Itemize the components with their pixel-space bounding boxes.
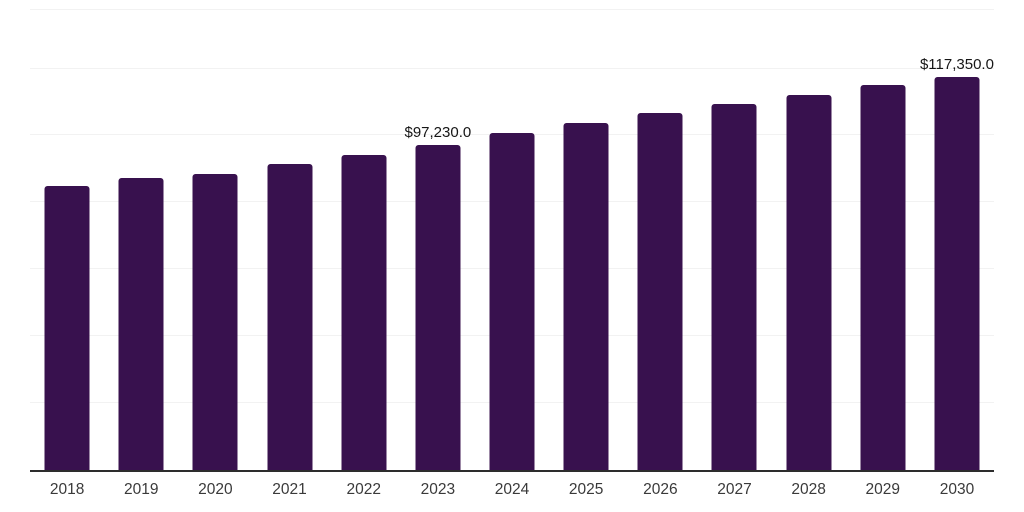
bar-column	[623, 10, 697, 470]
x-tick-label-2019: 2019	[123, 481, 159, 498]
data-label-2030: $117,350.0	[919, 56, 994, 74]
bar-column	[549, 10, 623, 470]
x-tick-label-2023: 2023	[420, 481, 456, 498]
bar-2030	[934, 77, 980, 470]
bar-column	[327, 10, 401, 470]
x-tick-label-2025: 2025	[568, 481, 604, 498]
bar-2027	[711, 103, 757, 470]
x-axis-labels: 2018 2019 2020 2021 2022 2023 2024 2025 2026 2027…	[30, 481, 994, 499]
x-tick-label-2022: 2022	[346, 481, 381, 498]
gridline	[30, 67, 994, 69]
x-tick-label-2020: 2020	[198, 481, 233, 498]
bar-column	[697, 10, 771, 470]
bar-2025	[563, 123, 609, 470]
bar-2024	[489, 133, 535, 470]
x-tick-label-2027: 2027	[717, 481, 752, 498]
bar-column: $117,350.0	[920, 10, 994, 470]
bar-2021	[267, 164, 313, 470]
bar-2018	[44, 185, 90, 470]
bar-column: $97,230.0	[401, 10, 475, 470]
bar-2019	[118, 178, 164, 470]
bar-2023	[415, 144, 461, 470]
bar-2028	[786, 94, 832, 470]
x-tick-label-2026: 2026	[643, 481, 678, 498]
x-tick-label-2030: 2030	[939, 481, 975, 498]
bar-column	[772, 10, 846, 470]
plot-area: $97,230.0 $117,350.0	[30, 9, 994, 472]
bar-column	[846, 10, 920, 470]
bar-column	[178, 10, 252, 470]
bar-2022	[341, 154, 387, 470]
bars-container: $97,230.0 $117,350.0	[30, 10, 994, 470]
bar-2029	[860, 84, 906, 470]
x-tick-label-2024: 2024	[494, 481, 530, 498]
bar-column	[475, 10, 549, 470]
bar-column	[30, 10, 104, 470]
data-label-2023: $97,230.0	[404, 123, 472, 141]
x-tick-label-2028: 2028	[791, 481, 826, 498]
x-tick-label-2021: 2021	[272, 481, 307, 498]
x-tick-label-2029: 2029	[865, 481, 901, 498]
bar-column	[104, 10, 178, 470]
bar-column	[252, 10, 326, 470]
x-tick-label-2018: 2018	[49, 481, 85, 498]
bar-2020	[192, 174, 238, 470]
bar-2026	[637, 112, 683, 470]
